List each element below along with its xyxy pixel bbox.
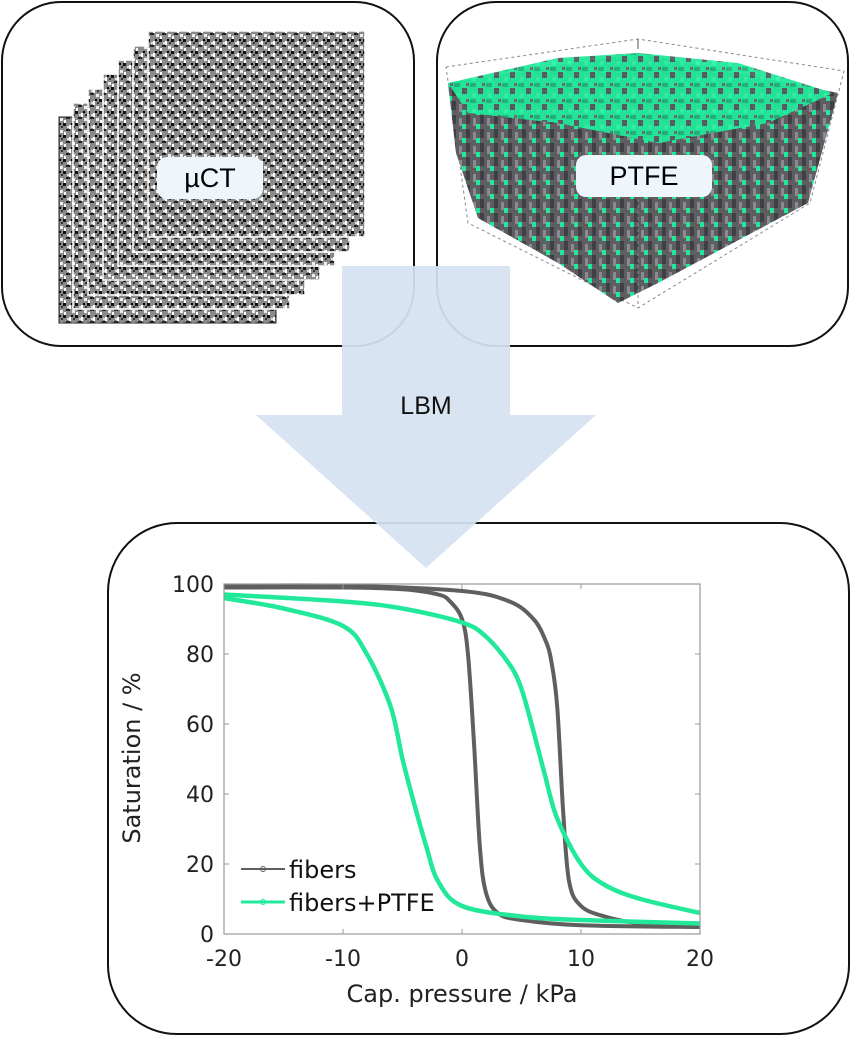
- chart-panel: [107, 522, 850, 1035]
- y-axis-label: Saturation / %: [118, 672, 146, 843]
- axis-ticks: -20 -10 0 10 20 0 20 40 60 80 100: [172, 573, 714, 972]
- curve-fibers-ptfe-drainage-right: [223, 592, 701, 916]
- uct-image-stack: [58, 30, 366, 324]
- x-tick-label: 0: [455, 947, 469, 972]
- x-axis-label: Cap. pressure / kPa: [347, 980, 578, 1008]
- curve-fibers-drainage-right: [223, 583, 701, 929]
- y-tick-label: 20: [186, 853, 214, 878]
- y-tick-label: 0: [200, 923, 214, 948]
- ptfe-panel: PTFE: [436, 1, 849, 347]
- x-tick-label: 10: [567, 947, 595, 972]
- plot-curves: [223, 583, 701, 929]
- legend-ptfe-marker-icon: [260, 899, 266, 905]
- legend-ptfe-label: fibers+PTFE: [289, 889, 435, 917]
- legend-fibers-label: fibers: [289, 856, 357, 884]
- legend: fibers fibers+PTFE: [241, 856, 435, 917]
- x-tick-label: -20: [206, 947, 242, 972]
- curve-fibers-ptfe-imbibition-left: [223, 595, 701, 926]
- uct-label: µCT: [157, 157, 263, 199]
- uct-panel: µCT: [1, 1, 415, 347]
- y-tick-label: 80: [186, 643, 214, 668]
- x-tick-label: -10: [325, 947, 361, 972]
- ptfe-label: PTFE: [576, 155, 712, 197]
- lbm-label: LBM: [400, 392, 452, 420]
- y-tick-label: 100: [172, 573, 214, 598]
- x-tick-label: 20: [686, 947, 714, 972]
- y-tick-label: 60: [186, 713, 214, 738]
- y-tick-label: 40: [186, 783, 214, 808]
- legend-fibers-marker-icon: [260, 866, 266, 872]
